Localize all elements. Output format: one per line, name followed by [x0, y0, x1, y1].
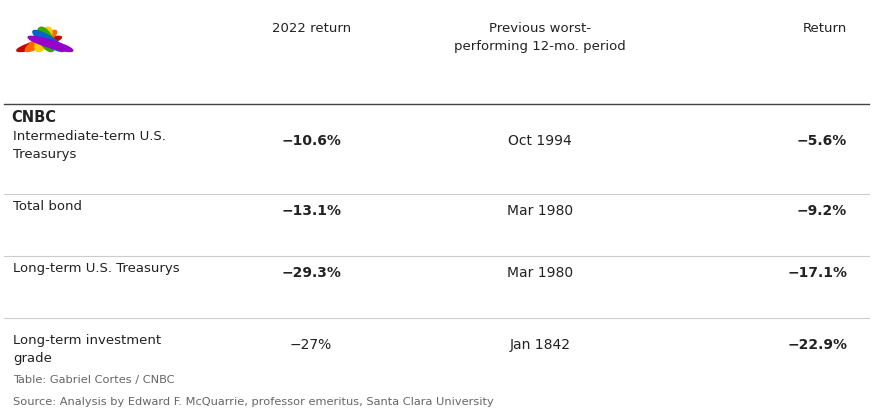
- Text: −27%: −27%: [290, 339, 333, 352]
- Ellipse shape: [17, 36, 61, 52]
- Text: Total bond: Total bond: [13, 200, 82, 214]
- Text: −29.3%: −29.3%: [281, 266, 341, 280]
- Text: Intermediate-term U.S.
Treasurys: Intermediate-term U.S. Treasurys: [13, 130, 166, 161]
- Text: −17.1%: −17.1%: [787, 266, 847, 280]
- Text: −10.6%: −10.6%: [281, 134, 341, 148]
- Text: Oct 1994: Oct 1994: [508, 134, 572, 148]
- Text: −13.1%: −13.1%: [281, 204, 341, 218]
- Text: Long-term investment
grade: Long-term investment grade: [13, 335, 161, 366]
- Text: −5.6%: −5.6%: [797, 134, 847, 148]
- Text: Long-term U.S. Treasurys: Long-term U.S. Treasurys: [13, 262, 180, 275]
- Ellipse shape: [25, 31, 57, 52]
- Text: Return: Return: [803, 22, 847, 35]
- Text: −9.2%: −9.2%: [797, 204, 847, 218]
- Text: Mar 1980: Mar 1980: [507, 204, 574, 218]
- Ellipse shape: [35, 27, 52, 52]
- Text: 2022 return: 2022 return: [272, 22, 351, 35]
- Text: Source: Analysis by Edward F. McQuarrie, professor emeritus, Santa Clara Univers: Source: Analysis by Edward F. McQuarrie,…: [13, 397, 493, 407]
- Ellipse shape: [38, 27, 55, 52]
- Ellipse shape: [28, 36, 72, 52]
- Text: Table: Gabriel Cortes / CNBC: Table: Gabriel Cortes / CNBC: [13, 375, 175, 385]
- Text: Mar 1980: Mar 1980: [507, 266, 574, 280]
- Text: CNBC: CNBC: [11, 110, 56, 125]
- Ellipse shape: [33, 31, 65, 52]
- Text: Jan 1842: Jan 1842: [510, 339, 571, 352]
- Text: Previous worst-
performing 12-mo. period: Previous worst- performing 12-mo. period: [454, 22, 626, 53]
- Text: −22.9%: −22.9%: [787, 339, 847, 352]
